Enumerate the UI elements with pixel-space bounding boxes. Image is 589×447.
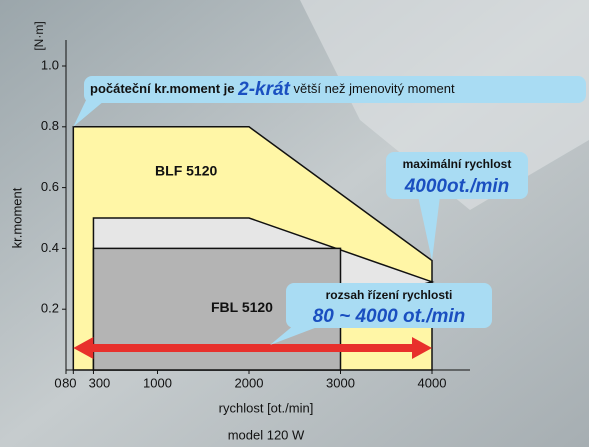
annotation-part: počáteční kr.moment je	[90, 81, 235, 96]
y-tick-label: 0.4	[41, 240, 59, 255]
series-label: FBL 5120	[211, 299, 273, 315]
x-tick-label: 2000	[235, 375, 264, 390]
subtitle: model 120 W	[228, 427, 305, 442]
annotation-part: 2-krát	[237, 79, 290, 100]
series-label: BLF 5120	[155, 163, 217, 179]
y-label: kr.moment	[9, 187, 24, 248]
x-tick-label: 3000	[326, 375, 355, 390]
x-label: rychlost [ot./min]	[219, 400, 314, 415]
x-tick-label: 4000	[418, 375, 447, 390]
annotation: maximální rychlost	[403, 157, 512, 171]
y-tick-label: 1.0	[41, 57, 59, 72]
x-tick-label: 80	[62, 375, 76, 390]
annotation-part: větší než jmenovitý moment	[294, 81, 456, 96]
x-tick-label: 300	[89, 375, 111, 390]
y-unit: [N·m]	[32, 21, 46, 50]
annotation: 4000ot./min	[404, 176, 510, 197]
x-tick-label: 0	[54, 375, 61, 390]
chart: kr.moment [N·m] rychlost [ot./min] model…	[0, 0, 589, 447]
y-tick-label: 0.2	[41, 301, 59, 316]
y-tick-label: 0.6	[41, 179, 59, 194]
annotation: rozsah řízení rychlosti	[326, 288, 453, 302]
annotation: 80 ~ 4000 ot./min	[313, 306, 466, 327]
y-tick-label: 0.8	[41, 118, 59, 133]
x-tick-label: 1000	[143, 375, 172, 390]
